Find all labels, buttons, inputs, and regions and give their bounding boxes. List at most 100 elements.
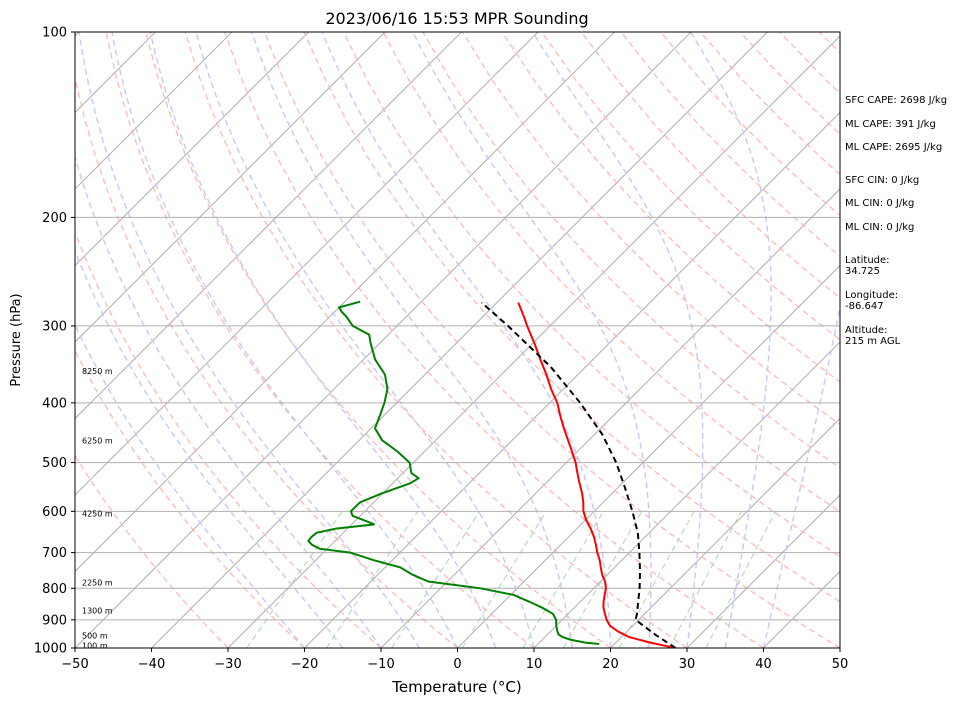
mixing-ratio-line	[563, 511, 643, 648]
moist-adiabat-line	[75, 248, 344, 648]
dry-adiabat-line	[382, 32, 840, 513]
moist-adiabat-line	[78, 32, 420, 648]
mixing-ratio-line	[668, 511, 742, 648]
temperature-line	[517, 302, 676, 648]
dry-adiabat-line	[343, 32, 840, 558]
mixing-ratio-line	[246, 511, 343, 648]
height-label: 100 m	[82, 641, 108, 650]
dry-adiabat-line	[580, 32, 840, 299]
latitude-value: 34.725	[845, 266, 880, 277]
isotherm-line	[75, 32, 233, 190]
x-tick-label: −50	[61, 657, 88, 672]
mixing-ratio-line	[326, 511, 419, 648]
moist-adiabat-line	[321, 32, 612, 648]
ml-cape: ML CAPE: 391 J/kg	[845, 119, 936, 130]
dry-adiabat-line	[224, 32, 764, 648]
ml-cin-2: ML CIN: 0 J/kg	[845, 222, 915, 233]
x-tick-label: 40	[755, 657, 772, 672]
height-label: 8250 m	[82, 367, 113, 376]
moist-adiabat-line	[149, 32, 497, 648]
y-tick-label: 200	[42, 211, 67, 226]
x-tick-label: 50	[832, 657, 849, 672]
isotherm-line	[380, 188, 840, 648]
dry-adiabat-line	[144, 32, 611, 648]
moist-adiabat-line	[75, 154, 382, 648]
y-tick-label: 400	[42, 396, 67, 411]
x-tick-label: 10	[526, 657, 543, 672]
dry-adiabat-line	[75, 349, 305, 648]
mixing-ratio-line	[461, 511, 547, 648]
dry-adiabat-line	[75, 230, 382, 648]
isobar-grid	[75, 31, 840, 649]
isotherm-line	[686, 494, 840, 648]
isotherm-line	[75, 32, 615, 573]
parcel-line	[480, 301, 677, 648]
background-lines	[0, 32, 840, 648]
dry-adiabat-line	[75, 454, 229, 648]
x-tick-label: −10	[367, 657, 394, 672]
altitude-value: 215 m AGL	[845, 336, 901, 347]
moist-adiabat-line	[412, 32, 652, 648]
y-tick-label: 100	[42, 26, 67, 41]
mixing-ratio-line	[618, 511, 695, 648]
height-label: 4250 m	[82, 510, 113, 519]
isotherm-line	[457, 264, 840, 648]
chart-title: 2023/06/16 15:53 MPR Sounding	[325, 9, 588, 28]
dewpoint-line	[307, 300, 600, 645]
y-axis-ticks: 100 200 300 400 500 600 700 800 900 1000	[34, 26, 75, 657]
longitude-value: -86.647	[845, 301, 884, 312]
isotherm-line	[533, 341, 840, 648]
y-tick-label: 1000	[34, 642, 67, 657]
isotherm-line	[75, 32, 462, 420]
isotherm-line	[75, 32, 386, 343]
x-tick-label: 30	[679, 657, 696, 672]
moist-adiabat-line	[532, 32, 704, 648]
height-label: 500 m	[82, 632, 108, 641]
x-tick-label: 0	[453, 657, 461, 672]
y-tick-label: 300	[42, 319, 67, 334]
isotherm-line	[151, 32, 768, 648]
moist-adiabat-line	[111, 32, 459, 648]
y-tick-label: 700	[42, 546, 67, 561]
y-tick-label: 900	[42, 613, 67, 628]
mixing-ratio-line	[522, 511, 604, 648]
height-label: 6250 m	[82, 436, 113, 445]
latitude-label: Latitude:	[845, 255, 890, 266]
altitude-label: Altitude:	[845, 325, 888, 336]
mixing-ratio-line	[705, 511, 777, 648]
x-tick-label: −30	[214, 657, 241, 672]
y-tick-label: 800	[42, 582, 67, 597]
plot-frame	[74, 31, 841, 649]
ml-cin: ML CIN: 0 J/kg	[845, 198, 915, 209]
isotherm-line	[610, 417, 840, 648]
longitude-label: Longitude:	[845, 290, 899, 301]
isotherm-line	[227, 35, 840, 648]
ml-cape-2: ML CAPE: 2695 J/kg	[845, 142, 943, 153]
sfc-cape: SFC CAPE: 2698 J/kg	[845, 95, 948, 106]
y-axis-label: Pressure (hPa)	[9, 293, 24, 386]
height-label: 1300 m	[82, 607, 113, 616]
height-label: 2250 m	[82, 579, 113, 588]
x-tick-label: −40	[138, 657, 165, 672]
dry-adiabat-line	[184, 32, 688, 648]
x-axis-ticks: −50 −40 −30 −20 −10 0 10 20 30 40 50	[61, 648, 848, 672]
moist-adiabat-line	[762, 303, 840, 648]
isotherm-line	[75, 32, 539, 496]
moist-adiabat-line	[689, 32, 772, 648]
isotherm-line	[75, 32, 692, 648]
isotherm-line	[304, 111, 840, 648]
isotherm-line	[75, 32, 309, 267]
isotherm-line	[0, 32, 3, 648]
dry-adiabat-line	[105, 32, 535, 648]
x-tick-label: −20	[291, 657, 318, 672]
dry-adiabat-line	[263, 32, 840, 648]
dry-adiabat-line	[75, 75, 458, 648]
moist-adiabat-line	[251, 32, 573, 648]
moist-adiabat-line	[195, 32, 535, 648]
sounding-traces	[307, 300, 677, 648]
y-tick-label: 500	[42, 456, 67, 471]
x-axis-label: Temperature (°C)	[391, 678, 521, 696]
sfc-cin: SFC CIN: 0 J/kg	[845, 175, 920, 186]
